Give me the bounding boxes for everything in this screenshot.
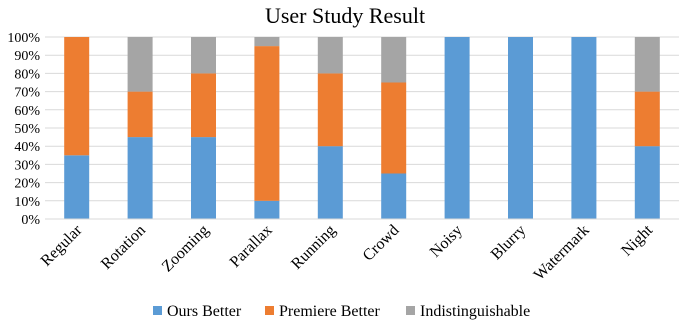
y-tick-label: 50% [14,122,40,137]
bar-premiere-better-rotation [127,91,153,138]
y-tick-label: 60% [14,104,40,119]
bar-ours-better-regular [64,155,90,219]
x-tick-label: Watermark [531,222,593,284]
bar-indistinguishable-zooming [191,37,216,74]
x-tick-label: Running [288,222,339,273]
x-tick-label: Regular [38,221,86,269]
bar-indistinguishable-parallax [254,37,280,47]
bar-ours-better-running [317,146,343,219]
x-tick-label: Noisy [427,222,466,261]
bar-indistinguishable-running [317,37,343,74]
y-tick-label: 100% [7,31,40,46]
bar-indistinguishable-crowd [381,37,407,83]
y-tick-label: 40% [14,140,40,155]
legend-label: Ours Better [167,303,242,320]
y-tick-label: 80% [14,67,40,82]
y-tick-label: 90% [14,49,40,64]
x-tick-label: Zooming [159,222,213,276]
bar-premiere-better-night [634,91,660,147]
bars [64,37,660,219]
bar-ours-better-zooming [191,137,216,219]
legend: Ours Better Premiere Better Indistinguisha… [153,303,530,320]
y-tick-label: 70% [14,86,40,101]
legend-swatch [153,306,162,315]
bar-ours-better-blurry [508,37,533,219]
legend-swatch [406,306,415,315]
bar-premiere-better-running [317,73,343,147]
y-axis-ticks: 0% 10% 20% 30% 40% 50% 60% 70% 80% 90% 100% [7,31,40,228]
legend-swatch [265,306,274,315]
x-tick-label: Rotation [98,222,149,273]
y-tick-label: 10% [14,195,40,210]
bar-premiere-better-regular [64,37,90,156]
x-tick-label: Night [618,221,656,259]
x-tick-label: Blurry [488,222,530,264]
bar-premiere-better-crowd [381,82,407,174]
bar-ours-better-crowd [381,173,407,219]
chart-title: User Study Result [265,3,425,28]
bar-ours-better-watermark [571,37,597,219]
x-tick-label: Parallax [227,222,276,271]
y-tick-label: 0% [21,213,40,228]
x-tick-label: Crowd [360,222,403,265]
y-tick-label: 20% [14,177,40,192]
bar-ours-better-parallax [254,200,280,219]
legend-label: Premiere Better [279,303,381,320]
bar-ours-better-rotation [127,137,153,219]
bar-indistinguishable-night [634,37,660,92]
bar-ours-better-noisy [444,37,470,219]
y-tick-label: 30% [14,158,40,173]
legend-label: Indistinguishable [420,303,530,320]
x-axis-ticks: Regular Rotation Zooming Parallax Running Cro… [38,221,657,283]
bar-indistinguishable-rotation [127,37,153,92]
bar-premiere-better-zooming [191,73,216,138]
bar-ours-better-night [634,146,660,219]
bar-premiere-better-parallax [254,46,280,201]
